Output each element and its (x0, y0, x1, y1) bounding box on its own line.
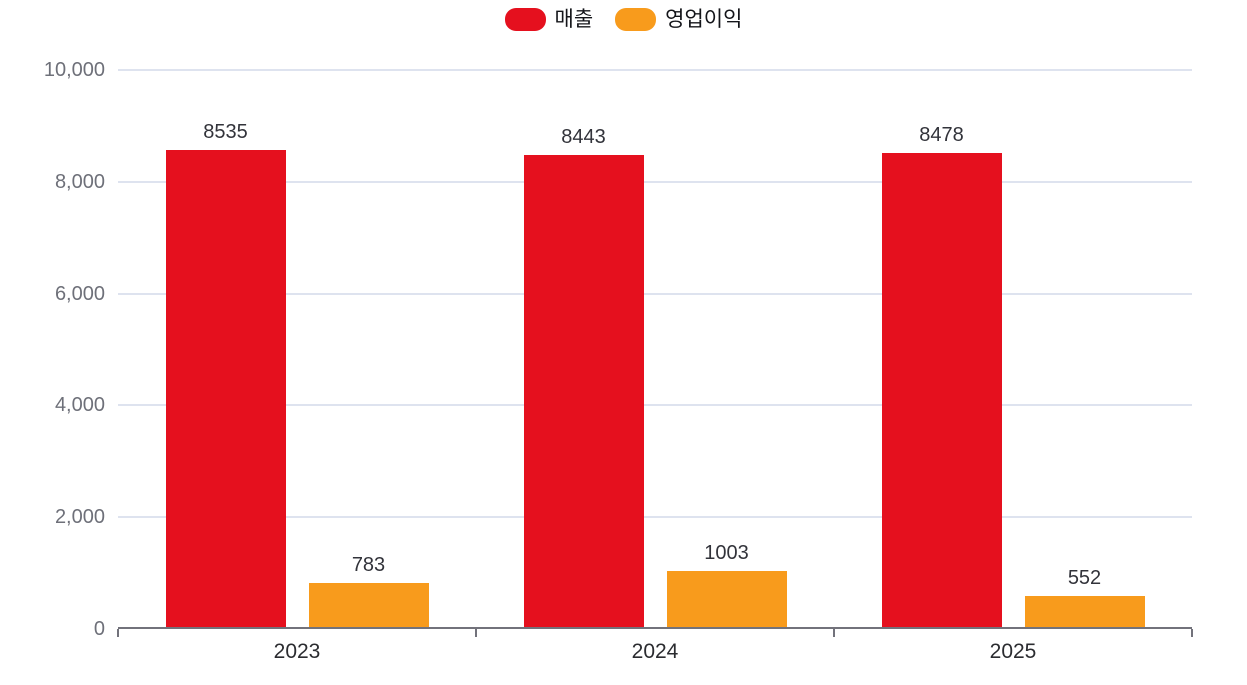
gridline (118, 516, 1192, 519)
y-axis-tick-label: 0 (93, 618, 105, 640)
legend-swatch-icon (615, 8, 657, 31)
gridline (118, 404, 1192, 407)
chart-legend: 매출 영업이익 (0, 8, 1247, 31)
x-axis-tick (117, 629, 119, 637)
y-axis-tick-label: 2,000 (54, 506, 105, 529)
bar-2023-series-0 (165, 150, 286, 627)
bar-value-label: 783 (351, 554, 386, 576)
legend-label: 영업이익 (665, 8, 743, 31)
bar-value-label: 552 (1067, 567, 1102, 589)
legend-label: 매출 (554, 8, 594, 31)
x-axis-category-label: 2023 (273, 640, 321, 663)
bar-value-label: 1003 (704, 542, 749, 564)
bar-2023-series-1 (308, 583, 429, 627)
x-axis-category-label: 2025 (989, 640, 1037, 663)
bar-2025-series-1 (1024, 596, 1145, 627)
bar-2024-series-1 (666, 571, 787, 627)
gridline (118, 180, 1192, 183)
bar-value-label: 8535 (203, 121, 248, 143)
y-axis-tick-label: 4,000 (54, 394, 105, 417)
x-axis-tick (1191, 629, 1193, 637)
gridline (118, 292, 1192, 295)
y-axis-tick-label: 10,000 (43, 59, 105, 81)
legend-item[interactable]: 영업이익 (615, 8, 742, 31)
y-axis-tick-label: 6,000 (54, 282, 105, 305)
plot-area: 0 2,000 4,000 6,000 8,000 10,000 2023 8535 783 20… (44, 60, 1193, 662)
x-axis-category-label: 2024 (631, 640, 679, 663)
bar-2024-series-0 (523, 155, 644, 627)
gridline (118, 69, 1192, 71)
y-axis-tick-label: 8,000 (54, 170, 105, 193)
bar-value-label: 8478 (919, 124, 964, 146)
x-axis-tick (475, 629, 477, 637)
bar-value-label: 8443 (561, 126, 606, 148)
legend-item[interactable]: 매출 (504, 8, 594, 31)
legend-swatch-icon (504, 8, 546, 31)
bar-2025-series-0 (881, 153, 1002, 627)
x-axis-tick (833, 629, 835, 637)
x-axis-line (118, 627, 1192, 629)
